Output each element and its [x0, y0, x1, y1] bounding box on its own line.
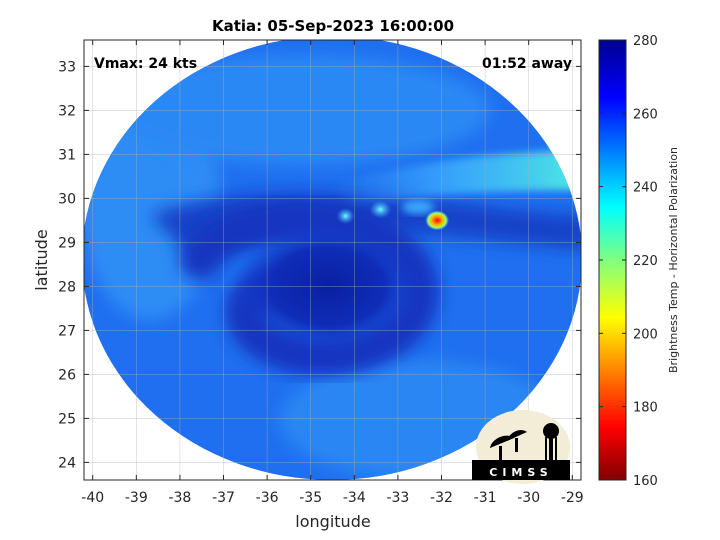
logo-text: CIMSS — [489, 466, 552, 479]
y-axis-ticks: 24 25 26 27 28 29 30 31 32 33 — [58, 59, 581, 471]
cimss-logo: CIMSS — [472, 410, 570, 484]
colorbar — [599, 40, 626, 480]
x-tick-label: -39 — [125, 490, 148, 506]
colorbar-ticks: 160 180 200 220 240 260 280 — [599, 34, 658, 489]
colorbar-tick-label: 240 — [633, 181, 658, 196]
x-tick-label: -37 — [212, 490, 235, 506]
chart-title: Katia: 05-Sep-2023 16:00:00 — [212, 17, 454, 35]
grid-lines — [84, 40, 581, 480]
y-tick-label: 25 — [58, 411, 76, 427]
swath-image — [84, 40, 581, 480]
x-axis-label: longitude — [295, 512, 370, 531]
y-tick-label: 32 — [58, 103, 76, 119]
y-tick-label: 29 — [58, 235, 76, 251]
cloud-cell-3 — [402, 200, 434, 214]
convective-cell — [425, 210, 450, 231]
axes-box — [83, 39, 582, 481]
colorbar-label: Brightness Temp - Horizontal Polarizatio… — [667, 147, 680, 373]
colorbar-tick-label: 220 — [633, 254, 658, 269]
x-tick-label: -32 — [430, 490, 453, 506]
x-axis-ticks: -40 -39 -38 -37 -36 -35 -34 -33 -32 -31 -30 -29 — [81, 40, 584, 506]
colorbar-tick-label: 160 — [633, 474, 658, 489]
cloud-cell-1 — [369, 200, 392, 219]
colorbar-tick-label: 280 — [633, 34, 658, 49]
time-away-annotation: 01:52 away — [482, 56, 572, 72]
x-tick-label: -34 — [343, 490, 366, 506]
y-tick-label: 30 — [58, 191, 76, 207]
colorbar-tick-label: 260 — [633, 107, 658, 122]
y-tick-label: 27 — [58, 323, 76, 339]
vmax-annotation: Vmax: 24 kts — [94, 56, 197, 72]
x-tick-label: -36 — [256, 490, 279, 506]
colorbar-tick-label: 200 — [633, 327, 658, 342]
warm-band — [330, 150, 581, 205]
x-tick-label: -33 — [386, 490, 409, 506]
y-tick-label: 28 — [58, 279, 76, 295]
y-tick-label: 33 — [58, 59, 76, 75]
colorbar-tick-label: 180 — [633, 401, 658, 416]
swath-north-light — [110, 55, 490, 165]
x-tick-label: -35 — [299, 490, 322, 506]
logo-silhouette-icon — [472, 423, 570, 480]
x-tick-label: -31 — [474, 490, 497, 506]
x-tick-label: -40 — [81, 490, 104, 506]
y-tick-label: 24 — [58, 455, 76, 471]
y-axis-label: latitude — [32, 229, 51, 290]
x-tick-label: -29 — [561, 490, 584, 506]
x-tick-label: -30 — [517, 490, 540, 506]
y-tick-label: 31 — [58, 147, 76, 163]
y-tick-label: 26 — [58, 367, 76, 383]
x-tick-label: -38 — [168, 490, 191, 506]
cloud-cell-2 — [336, 208, 355, 224]
